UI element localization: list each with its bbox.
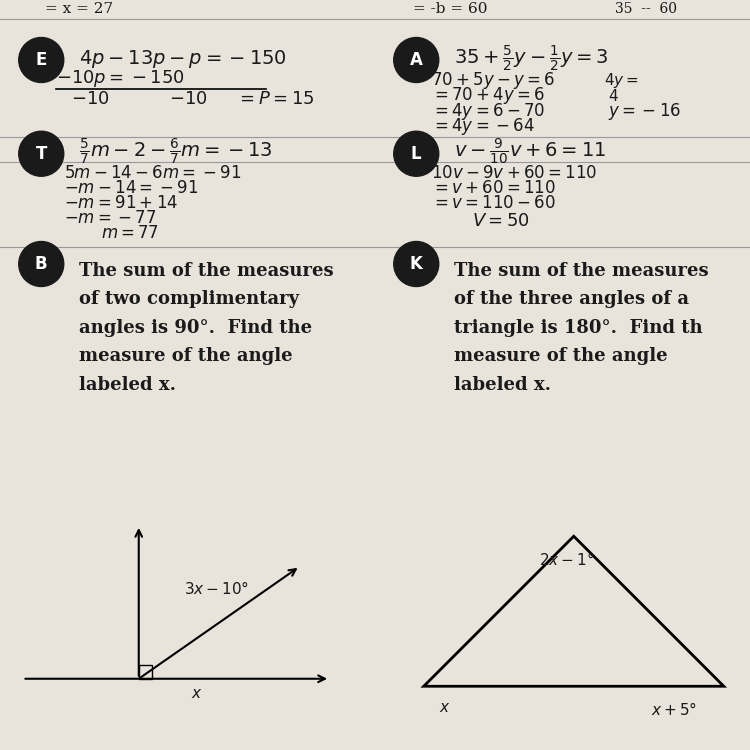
Text: $= P = 15$: $= P = 15$	[236, 90, 314, 108]
Text: $x+5°$: $x+5°$	[652, 701, 698, 718]
Bar	[139, 665, 152, 679]
Text: = -b = 60: = -b = 60	[413, 2, 487, 16]
Circle shape	[19, 38, 64, 82]
Text: 35  --  60: 35 -- 60	[615, 2, 677, 16]
Text: $35 + \frac{5}{2}y - \frac{1}{2}y = 3$: $35 + \frac{5}{2}y - \frac{1}{2}y = 3$	[454, 44, 608, 74]
Circle shape	[19, 242, 64, 286]
Text: labeled x.: labeled x.	[454, 376, 550, 394]
Text: of the three angles of a: of the three angles of a	[454, 290, 688, 308]
Text: $4y =$: $4y =$	[604, 70, 638, 90]
Text: $V = 50$: $V = 50$	[472, 212, 530, 230]
Text: $v - \frac{9}{10}v + 6 = 11$: $v - \frac{9}{10}v + 6 = 11$	[454, 137, 606, 167]
Text: $4$: $4$	[608, 88, 618, 104]
Text: $-m - 14 = -91$: $-m - 14 = -91$	[64, 180, 198, 196]
Text: $2x-1°$: $2x-1°$	[538, 551, 594, 568]
Text: measure of the angle: measure of the angle	[79, 347, 292, 365]
Text: $x$: $x$	[439, 701, 450, 715]
Circle shape	[394, 131, 439, 176]
Text: $= v = 110 - 60$: $= v = 110 - 60$	[431, 195, 556, 211]
Text: The sum of the measures: The sum of the measures	[79, 262, 333, 280]
Text: T: T	[35, 145, 47, 163]
Text: triangle is 180°.  Find th: triangle is 180°. Find th	[454, 319, 702, 337]
Text: $-m = -77$: $-m = -77$	[64, 210, 156, 226]
Text: angles is 90°.  Find the: angles is 90°. Find the	[79, 319, 312, 337]
Circle shape	[19, 131, 64, 176]
Text: $m = 77$: $m = 77$	[101, 226, 159, 242]
Text: $5m - 14 - 6m = -91$: $5m - 14 - 6m = -91$	[64, 165, 241, 182]
Text: $= v + 60 = 110$: $= v + 60 = 110$	[431, 180, 556, 196]
Text: $y = -16$: $y = -16$	[608, 101, 680, 122]
Text: $= 4y = 6-70$: $= 4y = 6-70$	[431, 101, 545, 122]
Text: $-10p = -150$: $-10p = -150$	[56, 68, 184, 89]
Text: of two complimentary: of two complimentary	[79, 290, 298, 308]
Text: $10v - 9v + 60 = 110$: $10v - 9v + 60 = 110$	[431, 165, 598, 182]
Circle shape	[394, 38, 439, 82]
Text: E: E	[35, 51, 47, 69]
Text: measure of the angle: measure of the angle	[454, 347, 668, 365]
Text: K: K	[410, 255, 423, 273]
Text: $x$: $x$	[191, 687, 202, 700]
Text: The sum of the measures: The sum of the measures	[454, 262, 708, 280]
Text: $4p - 13p - p = -150$: $4p - 13p - p = -150$	[79, 47, 286, 70]
Text: labeled x.: labeled x.	[79, 376, 176, 394]
Text: $-10$: $-10$	[169, 90, 207, 108]
Text: L: L	[411, 145, 422, 163]
Text: $-m = 91 + 14$: $-m = 91 + 14$	[64, 195, 178, 211]
Text: $= 4y = -64$: $= 4y = -64$	[431, 116, 535, 137]
Text: $\frac{5}{7}m - 2 - \frac{6}{7}m = -13$: $\frac{5}{7}m - 2 - \frac{6}{7}m = -13$	[79, 137, 272, 167]
Text: A: A	[410, 51, 423, 69]
Text: $-10$: $-10$	[71, 90, 110, 108]
Text: $70 + 5y - y = 6$: $70 + 5y - y = 6$	[431, 70, 555, 91]
Text: = x = 27: = x = 27	[45, 2, 113, 16]
Text: B: B	[35, 255, 47, 273]
Text: $3x-10°$: $3x-10°$	[184, 580, 249, 597]
Circle shape	[394, 242, 439, 286]
Text: $= 70 + 4y = 6$: $= 70 + 4y = 6$	[431, 86, 545, 106]
